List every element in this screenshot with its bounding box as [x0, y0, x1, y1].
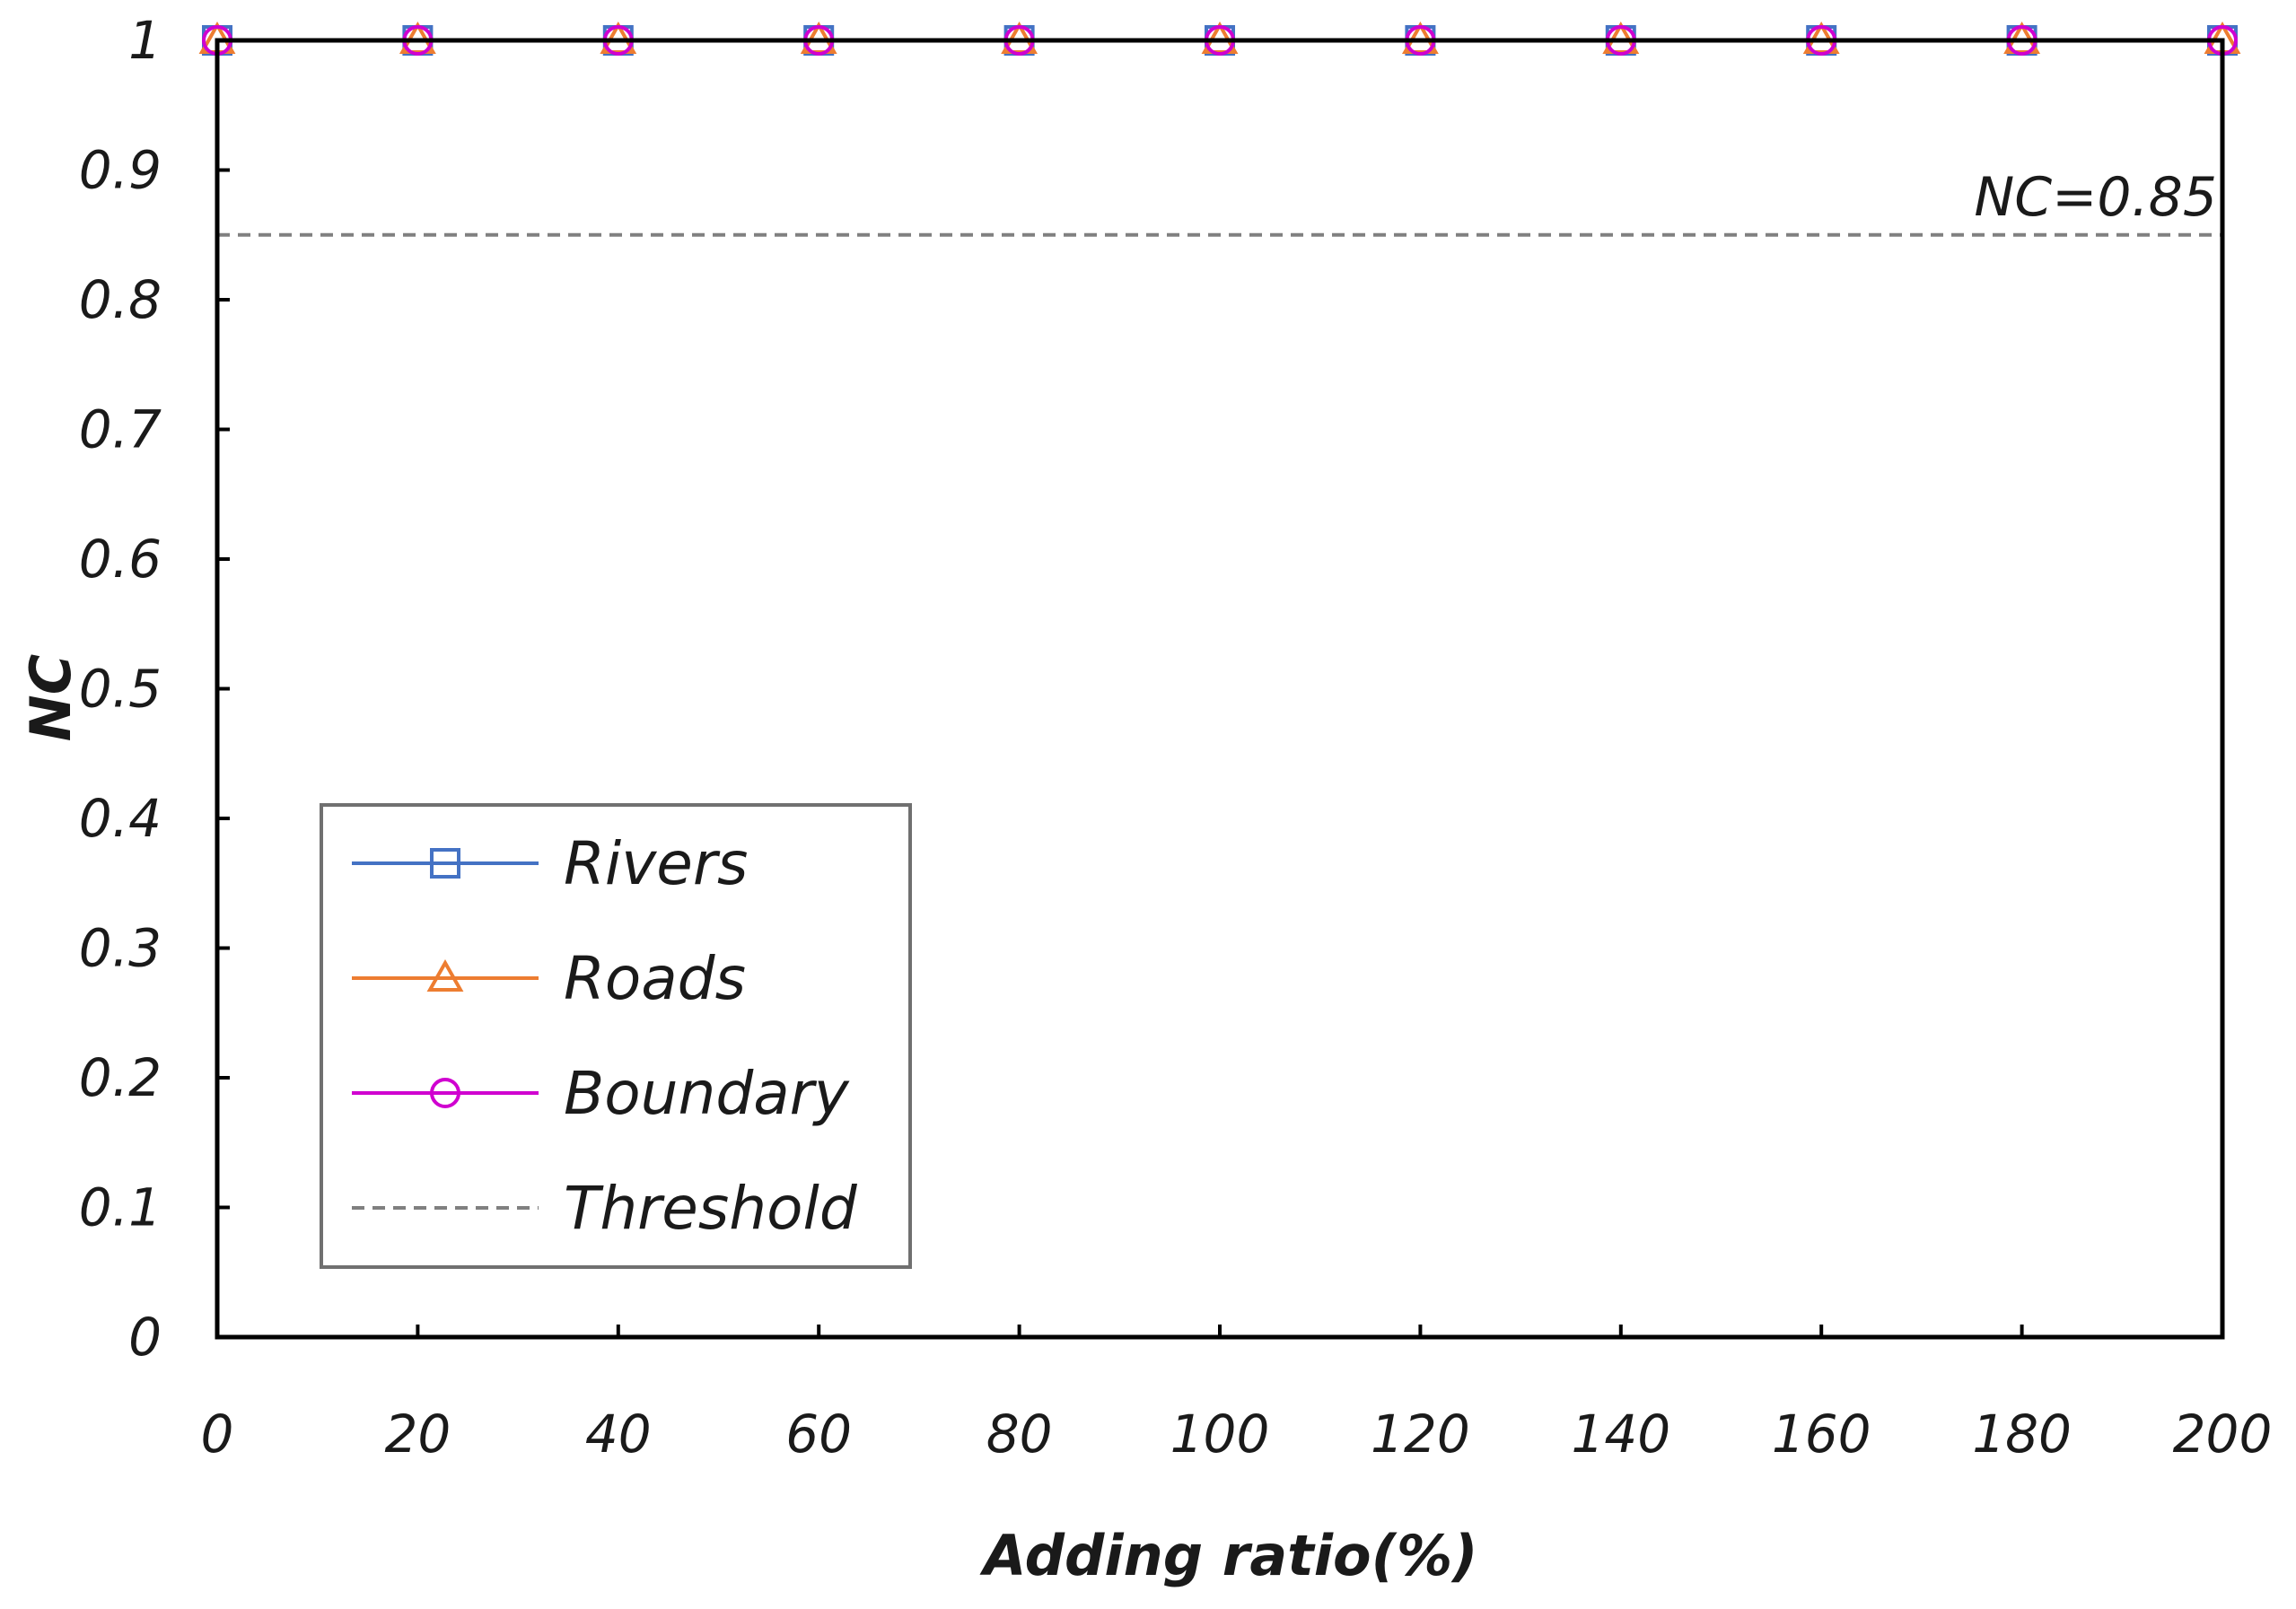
x-axis-title: Adding ratio(%)	[979, 1523, 1478, 1588]
y-tick-label: 0.7	[79, 399, 162, 460]
y-tick-label: 0.5	[79, 659, 162, 720]
threshold-annotation: NC=0.85	[1974, 166, 2217, 229]
y-tick-label: 0.9	[79, 140, 162, 201]
x-tick-label: 80	[986, 1404, 1053, 1465]
y-tick-label: 0	[128, 1307, 162, 1368]
legend-marker-rivers	[430, 848, 460, 879]
x-tick-label: 20	[384, 1404, 451, 1465]
y-tick-label: 0.1	[79, 1177, 162, 1238]
x-tick-label: 120	[1371, 1404, 1470, 1465]
y-tick-label: 1	[128, 10, 162, 71]
x-tick-label: 60	[785, 1404, 852, 1465]
y-axis-title: NC	[18, 654, 83, 741]
y-tick-label: 0.4	[79, 788, 162, 849]
x-tick-label: 180	[1972, 1404, 2072, 1465]
legend-label: Threshold	[564, 1174, 858, 1243]
legend: Rivers Roads Boundary Threshold	[320, 803, 912, 1269]
x-tick-label: 40	[585, 1404, 652, 1465]
y-tick-label: 0.6	[79, 529, 162, 590]
legend-marker-boundary	[430, 1078, 460, 1108]
x-tick-label: 140	[1571, 1404, 1670, 1465]
legend-label: Roads	[564, 944, 746, 1013]
legend-marker-roads	[426, 958, 464, 992]
legend-box	[320, 803, 912, 1269]
legend-label: Boundary	[564, 1059, 850, 1128]
x-tick-label: 200	[2173, 1404, 2273, 1465]
x-tick-label: 160	[1772, 1404, 1871, 1465]
x-tick-label: 100	[1170, 1404, 1270, 1465]
legend-label: Rivers	[564, 829, 748, 898]
y-tick-label: 0.3	[79, 918, 162, 979]
y-tick-label: 0.8	[79, 269, 162, 330]
x-tick-label: 0	[201, 1404, 234, 1465]
y-tick-label: 0.2	[79, 1047, 162, 1108]
